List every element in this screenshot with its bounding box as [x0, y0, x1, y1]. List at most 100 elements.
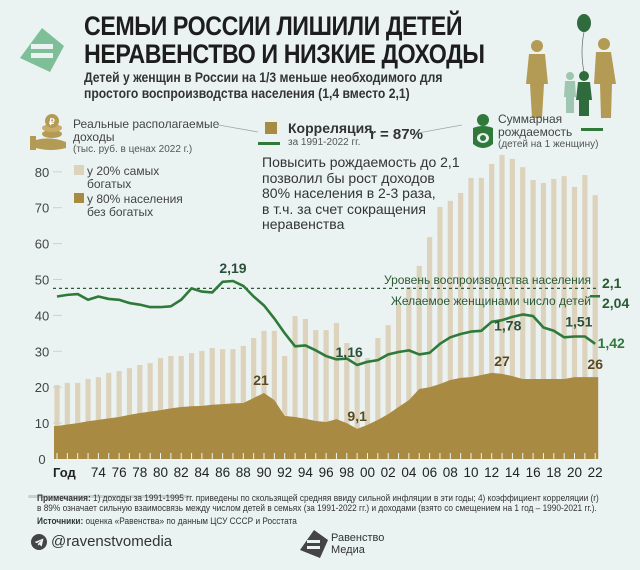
- fertility-data-label: 1,16: [336, 344, 363, 360]
- x-tick-label: 04: [401, 465, 417, 480]
- family-with-balloon-icon: [512, 10, 622, 125]
- notes: Примечания: 1) доходы за 1991-1995 гг. п…: [37, 493, 599, 513]
- top20-bar: [157, 358, 164, 459]
- desired-children-value: 2,04: [602, 295, 629, 311]
- x-tick-label: 74: [91, 465, 107, 480]
- telegram-icon: [31, 533, 47, 550]
- subtitle-line-1: Детей у женщин в России на 1/3 меньше не…: [84, 70, 443, 85]
- top20-bar: [292, 316, 298, 459]
- equals-sign-logo-icon: [20, 28, 64, 72]
- y-tick-label: 0: [38, 452, 45, 467]
- top20-bar: [333, 322, 340, 459]
- x-tick-label: 10: [463, 465, 478, 480]
- top20-bar: [188, 353, 195, 459]
- coins-in-hand-icon: ₽: [30, 114, 70, 159]
- notes-line-1: 1) доходы за 1991-1995 гг. приведены по …: [90, 493, 599, 503]
- y-tick-label: 60: [35, 237, 49, 252]
- top20-bar: [54, 385, 60, 459]
- top20-bar: [137, 364, 143, 459]
- income-title-line-1: Реальные располагаемые: [73, 117, 220, 131]
- top20-label-1: у 20% самых: [87, 164, 160, 178]
- brand-line-1: Равенство: [331, 532, 385, 544]
- notes-line-2: в 89% означает сильную взаимосвязь между…: [37, 503, 597, 513]
- telegram-link[interactable]: @ravenstvomedia: [31, 533, 172, 550]
- top20-bar: [106, 372, 112, 459]
- brand-logo: Равенство Медиа: [300, 530, 384, 558]
- top20-bar: [447, 200, 453, 459]
- income-data-label: 21: [253, 372, 269, 388]
- top20-bar: [468, 177, 474, 459]
- fertility-label-1: Суммарная: [498, 112, 563, 126]
- income-data-label: 9,1: [347, 408, 367, 424]
- x-tick-label: 94: [298, 465, 314, 480]
- x-tick-label: 80: [153, 465, 168, 480]
- x-tick-label: 14: [505, 465, 521, 480]
- notes-label: Примечания:: [37, 493, 91, 503]
- x-tick-label: 02: [381, 465, 396, 480]
- top20-bar: [116, 371, 122, 459]
- divider: [28, 495, 190, 498]
- top20-bar: [240, 345, 246, 459]
- top20-bar: [75, 382, 81, 459]
- top20-bar: [520, 167, 526, 459]
- x-tick-label: 82: [174, 465, 189, 480]
- fertility-unit: (детей на 1 женщину): [498, 139, 599, 150]
- reproduction-level-value: 2,1: [602, 275, 622, 291]
- top20-bar: [168, 355, 174, 459]
- title-line-1: СЕМЬИ РОССИИ ЛИШИЛИ ДЕТЕЙ: [84, 11, 463, 41]
- top20-bar: [209, 348, 215, 459]
- sources: Источники: оценка «Равенства» по данным …: [37, 516, 297, 526]
- callout-line-2: позволил бы рост доходов: [262, 169, 435, 186]
- top20-bar: [354, 354, 360, 459]
- mother-child-icon: [470, 114, 496, 157]
- bottom80-swatch: [74, 193, 84, 203]
- income-title-line-2: доходы: [73, 130, 115, 144]
- callout-line-4: в т.ч. за счет сокращения: [262, 200, 426, 217]
- top20-bar: [530, 180, 536, 459]
- x-axis-label: Год: [53, 465, 76, 480]
- callout-line-3: 80% населения в 2-3 раза,: [262, 185, 436, 201]
- top20-bar: [85, 378, 91, 459]
- top20-bar: [458, 192, 464, 459]
- x-tick-label: 98: [339, 465, 354, 480]
- sources-text: оценка «Равенства» по данным ЦСУ СССР и …: [83, 516, 297, 526]
- reproduction-level-label: Уровень воспроизводства населения: [384, 273, 591, 287]
- y-tick-label: 70: [35, 201, 49, 216]
- top20-bar: [323, 330, 329, 459]
- chart: 0 10 20 30 40 50 60 70 80 74 76 78 80 82 84 86 88 90 92 94…: [35, 123, 629, 480]
- income-unit: (тыс. руб. в ценах 2022 г.): [73, 144, 193, 155]
- bottom80-area: [54, 372, 599, 459]
- brand-equals-icon: [300, 530, 328, 558]
- top20-bar: [509, 158, 515, 459]
- top20-bar: [571, 186, 578, 460]
- top20-bar: [489, 163, 495, 460]
- y-tick-label: 10: [35, 416, 49, 431]
- x-tick-label: 92: [277, 465, 292, 480]
- bottom80-label-1: у 80% населения: [87, 192, 183, 206]
- sources-label: Источники:: [37, 516, 84, 526]
- correlation-line-swatch: [258, 142, 280, 145]
- top20-bar: [64, 382, 70, 459]
- page-title: СЕМЬИ РОССИИ ЛИШИЛИ ДЕТЕЙ НЕРАВЕНСТВО И …: [84, 12, 485, 68]
- y-tick-label: 30: [35, 344, 49, 359]
- callout-text: Повысить рождаемость до 2,1 позволил бы …: [262, 154, 460, 233]
- title-line-2: НЕРАВЕНСТВО И НИЗКИЕ ДОХОДЫ: [84, 39, 485, 69]
- top20-bar: [313, 330, 319, 459]
- top20-bar: [427, 237, 433, 459]
- y-tick-label: 50: [35, 273, 49, 288]
- top20-bar: [375, 338, 381, 459]
- telegram-handle: @ravenstvomedia: [51, 533, 173, 550]
- legend-item-top20: у 20% самых богатых: [74, 165, 159, 191]
- top20-bar: [364, 358, 371, 459]
- x-tick-label: 90: [256, 465, 271, 480]
- top20-bar: [582, 175, 588, 459]
- fertility-data-label: 1,42: [598, 335, 625, 351]
- fertility-line: [56, 279, 596, 367]
- x-tick-label: 88: [236, 465, 251, 480]
- svg-text:₽: ₽: [49, 117, 55, 127]
- top20-bar: [282, 355, 288, 459]
- bottom80-label-2: без богатых: [87, 205, 154, 219]
- top20-bar: [302, 318, 308, 459]
- top20-bar: [199, 350, 205, 459]
- fertility-data-label: 1,78: [494, 317, 521, 333]
